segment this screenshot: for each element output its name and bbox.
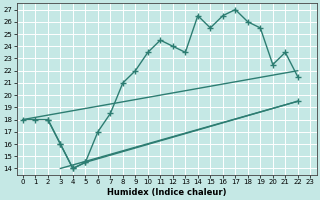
X-axis label: Humidex (Indice chaleur): Humidex (Indice chaleur) <box>107 188 226 197</box>
